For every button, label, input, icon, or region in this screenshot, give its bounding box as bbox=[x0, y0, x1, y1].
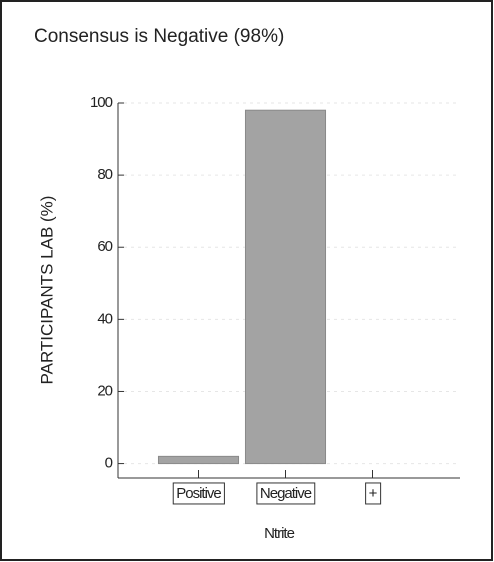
y-tick-label: 60 bbox=[97, 238, 112, 255]
x-tick-box bbox=[365, 482, 382, 505]
x-axis-label: Ntrite bbox=[264, 525, 294, 542]
y-tick-label: 40 bbox=[97, 310, 112, 327]
y-axis-label: PARTICIPANTS LAB (%) bbox=[37, 196, 56, 385]
x-tick-box bbox=[256, 482, 316, 505]
x-tick-box bbox=[172, 482, 225, 505]
x-tick-label: + bbox=[369, 485, 378, 502]
y-tick-label: 20 bbox=[97, 382, 112, 399]
y-tick-label: 100 bbox=[90, 94, 113, 111]
x-tick-label: Negative bbox=[260, 485, 312, 502]
bar bbox=[157, 455, 240, 465]
bar bbox=[244, 109, 327, 465]
chart-title: Consensus is Negative (98%) bbox=[34, 26, 284, 47]
y-tick-label: 80 bbox=[97, 166, 112, 183]
y-tick-label: 0 bbox=[105, 455, 113, 472]
x-tick-label: Positive bbox=[176, 485, 221, 502]
